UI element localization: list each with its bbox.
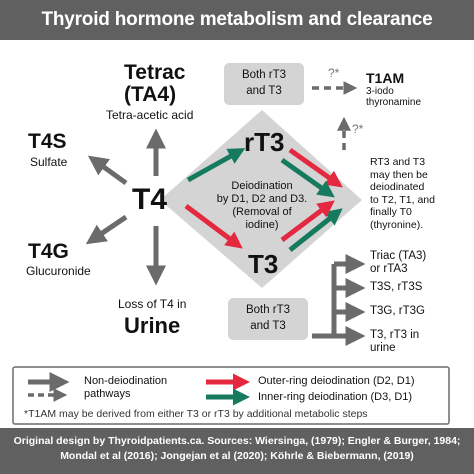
tetrac-description: Tetra-acetic acid — [106, 108, 194, 122]
note-line: finally T0 — [370, 206, 412, 219]
center-text-line4: iodine) — [245, 219, 279, 231]
arrow-t3-green — [288, 208, 343, 252]
legend-footnote: *T1AM may be derived from either T3 or r… — [24, 408, 368, 420]
product-line: T3S, rT3S — [370, 281, 423, 293]
arrow-rt3-green — [280, 157, 335, 198]
center-text-line2: by D1, D2 and D3. — [216, 193, 308, 205]
urine-loss-label: Loss of T4 in — [118, 297, 187, 311]
source-footer: Original design by Thyroidpatients.ca. S… — [0, 428, 474, 474]
arrow-t4-to-t4g — [85, 214, 128, 245]
footer-line1: Original design by Thyroidpatients.ca. S… — [13, 435, 461, 447]
legend-pathways: pathways — [84, 388, 131, 400]
rt3-label: rT3 — [244, 127, 285, 157]
bottom-box-line1: Both rT3 — [245, 304, 291, 316]
top-box — [224, 63, 304, 105]
note-line: to T2, T1, and — [370, 193, 435, 206]
t4s-label: T4S — [28, 130, 67, 153]
legend-outer-ring: Outer-ring deiodination (D2, D1) — [258, 375, 415, 387]
t4s-description: Sulfate — [30, 155, 68, 169]
product-glucuronide: T3G, rT3G — [370, 305, 425, 318]
t4g-label: T4G — [28, 240, 69, 263]
bottom-box-line2: and T3 — [250, 320, 286, 332]
note-line: deiodinated — [370, 181, 425, 194]
arrow-t3-red — [280, 200, 335, 242]
t1am-desc-line2: thyronamine — [366, 97, 422, 108]
arrow-t4-to-rt3-green — [186, 148, 246, 183]
arrow-rt3-red — [288, 147, 343, 188]
note-line: (thyronine). — [370, 218, 424, 231]
urine-label: Urine — [124, 313, 181, 338]
product-line: T3G, rT3G — [370, 305, 425, 317]
tetrac-label: Tetrac — [124, 61, 186, 84]
product-triac: Triac (TA3) or rTA3 — [370, 250, 426, 276]
arrow-t4-to-t4s — [87, 155, 128, 186]
question-mid: ?* — [352, 122, 364, 136]
t1am-desc-line1: 3-iodo — [366, 86, 394, 97]
legend-box — [12, 366, 450, 425]
ta4-label: (TA4) — [124, 83, 177, 106]
note-line: RT3 and T3 — [370, 156, 426, 168]
top-box-line2: and T3 — [246, 85, 282, 97]
deiodination-note: RT3 and T3 may then be deiodinated to T2… — [370, 156, 435, 232]
deiodination-diamond — [160, 110, 362, 288]
footer-line2: Mondal et al (2016); Jongejan et al (202… — [60, 450, 414, 462]
note-line: may then be — [370, 168, 428, 181]
product-sulfate: T3S, rT3S — [370, 281, 422, 294]
legend-non-deiodination: Non-deiodination — [84, 375, 168, 387]
question-top: ?* — [328, 66, 340, 80]
t3-label: T3 — [248, 249, 279, 279]
product-line: T3, rT3 in — [370, 329, 420, 341]
product-line: or rTA3 — [370, 263, 408, 275]
bottom-box — [228, 298, 308, 340]
legend-inner-ring: Inner-ring deiodination (D3, D1) — [258, 391, 413, 403]
t4-label: T4 — [132, 183, 168, 216]
product-line: urine — [370, 342, 396, 354]
center-text-line3: (Removal of — [232, 206, 292, 218]
product-urine: T3, rT3 in urine — [370, 329, 419, 355]
t1am-label: T1AM — [366, 70, 405, 86]
center-text-line1: Deiodination — [231, 180, 293, 192]
top-box-line1: Both rT3 — [241, 69, 287, 81]
product-line: Triac (TA3) — [370, 250, 427, 262]
arrow-t4-to-t3-red — [184, 204, 243, 249]
t4g-description: Glucuronide — [26, 264, 91, 278]
page-title: Thyroid hormone metabolism and clearance — [0, 0, 474, 40]
